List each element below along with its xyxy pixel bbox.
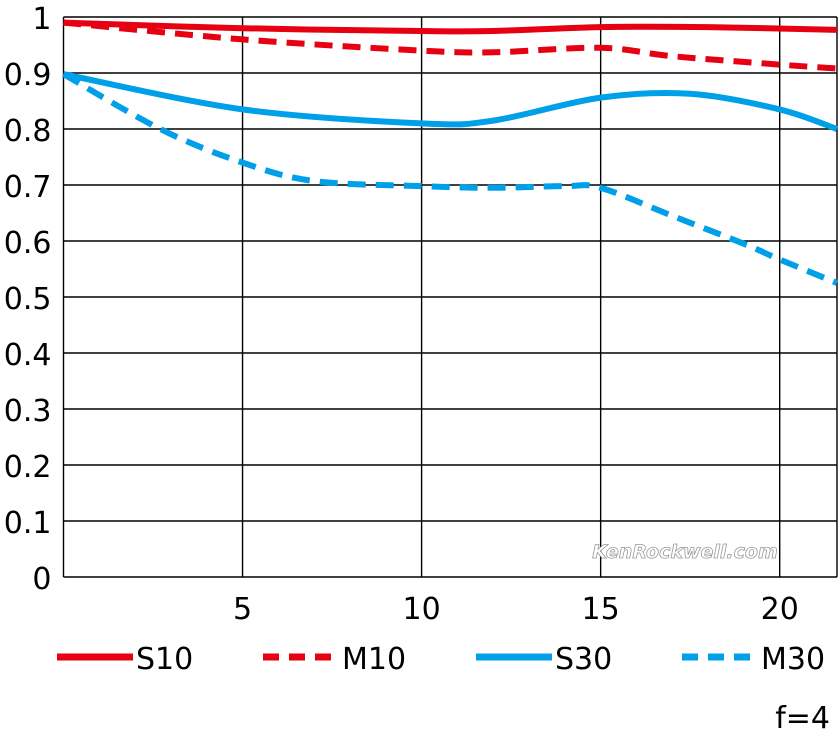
y-tick-label: 0.8 bbox=[4, 114, 52, 149]
y-tick-label: 0.6 bbox=[4, 226, 52, 261]
legend-item-m30: M30 bbox=[682, 642, 825, 677]
y-tick-label: 0.3 bbox=[4, 394, 52, 429]
series-lines bbox=[62, 19, 838, 286]
x-tick-label: 5 bbox=[233, 592, 252, 627]
grid bbox=[62, 16, 838, 578]
legend-item-s30: S30 bbox=[476, 642, 612, 677]
legend-item-s10: S10 bbox=[57, 642, 193, 677]
y-tick-label: 0.7 bbox=[4, 170, 52, 205]
legend-label: S10 bbox=[136, 642, 193, 677]
legend: S10 M10 S30 M30 bbox=[57, 642, 825, 677]
x-tick-label: 20 bbox=[761, 592, 799, 627]
y-tick-label: 0.1 bbox=[4, 506, 52, 541]
legend-label: M30 bbox=[761, 642, 825, 677]
legend-item-m10: M10 bbox=[263, 642, 406, 677]
series-line-s10 bbox=[63, 19, 838, 35]
legend-label: S30 bbox=[555, 642, 612, 677]
y-tick-label: 0.5 bbox=[4, 282, 52, 317]
y-tick-labels: 0 0.1 0.2 0.3 0.4 0.5 0.6 0.7 0.8 0.9 1 bbox=[4, 2, 52, 597]
series-line-m30 bbox=[62, 71, 838, 286]
series-line-s30 bbox=[62, 71, 838, 132]
y-tick-label: 0.2 bbox=[4, 450, 52, 485]
x-tick-labels: 5 10 15 20 bbox=[233, 592, 799, 627]
y-tick-label: 0.4 bbox=[4, 338, 52, 373]
legend-label: M10 bbox=[342, 642, 406, 677]
x-tick-label: 10 bbox=[403, 592, 441, 627]
series-line-m10 bbox=[63, 19, 838, 72]
watermark: KenRockwell.com bbox=[592, 541, 778, 563]
y-tick-label: 0 bbox=[32, 562, 51, 597]
y-tick-label: 0.9 bbox=[4, 58, 52, 93]
y-tick-label: 1 bbox=[32, 2, 51, 37]
annotation-aperture: f=4 bbox=[775, 701, 830, 734]
x-tick-label: 15 bbox=[582, 592, 620, 627]
